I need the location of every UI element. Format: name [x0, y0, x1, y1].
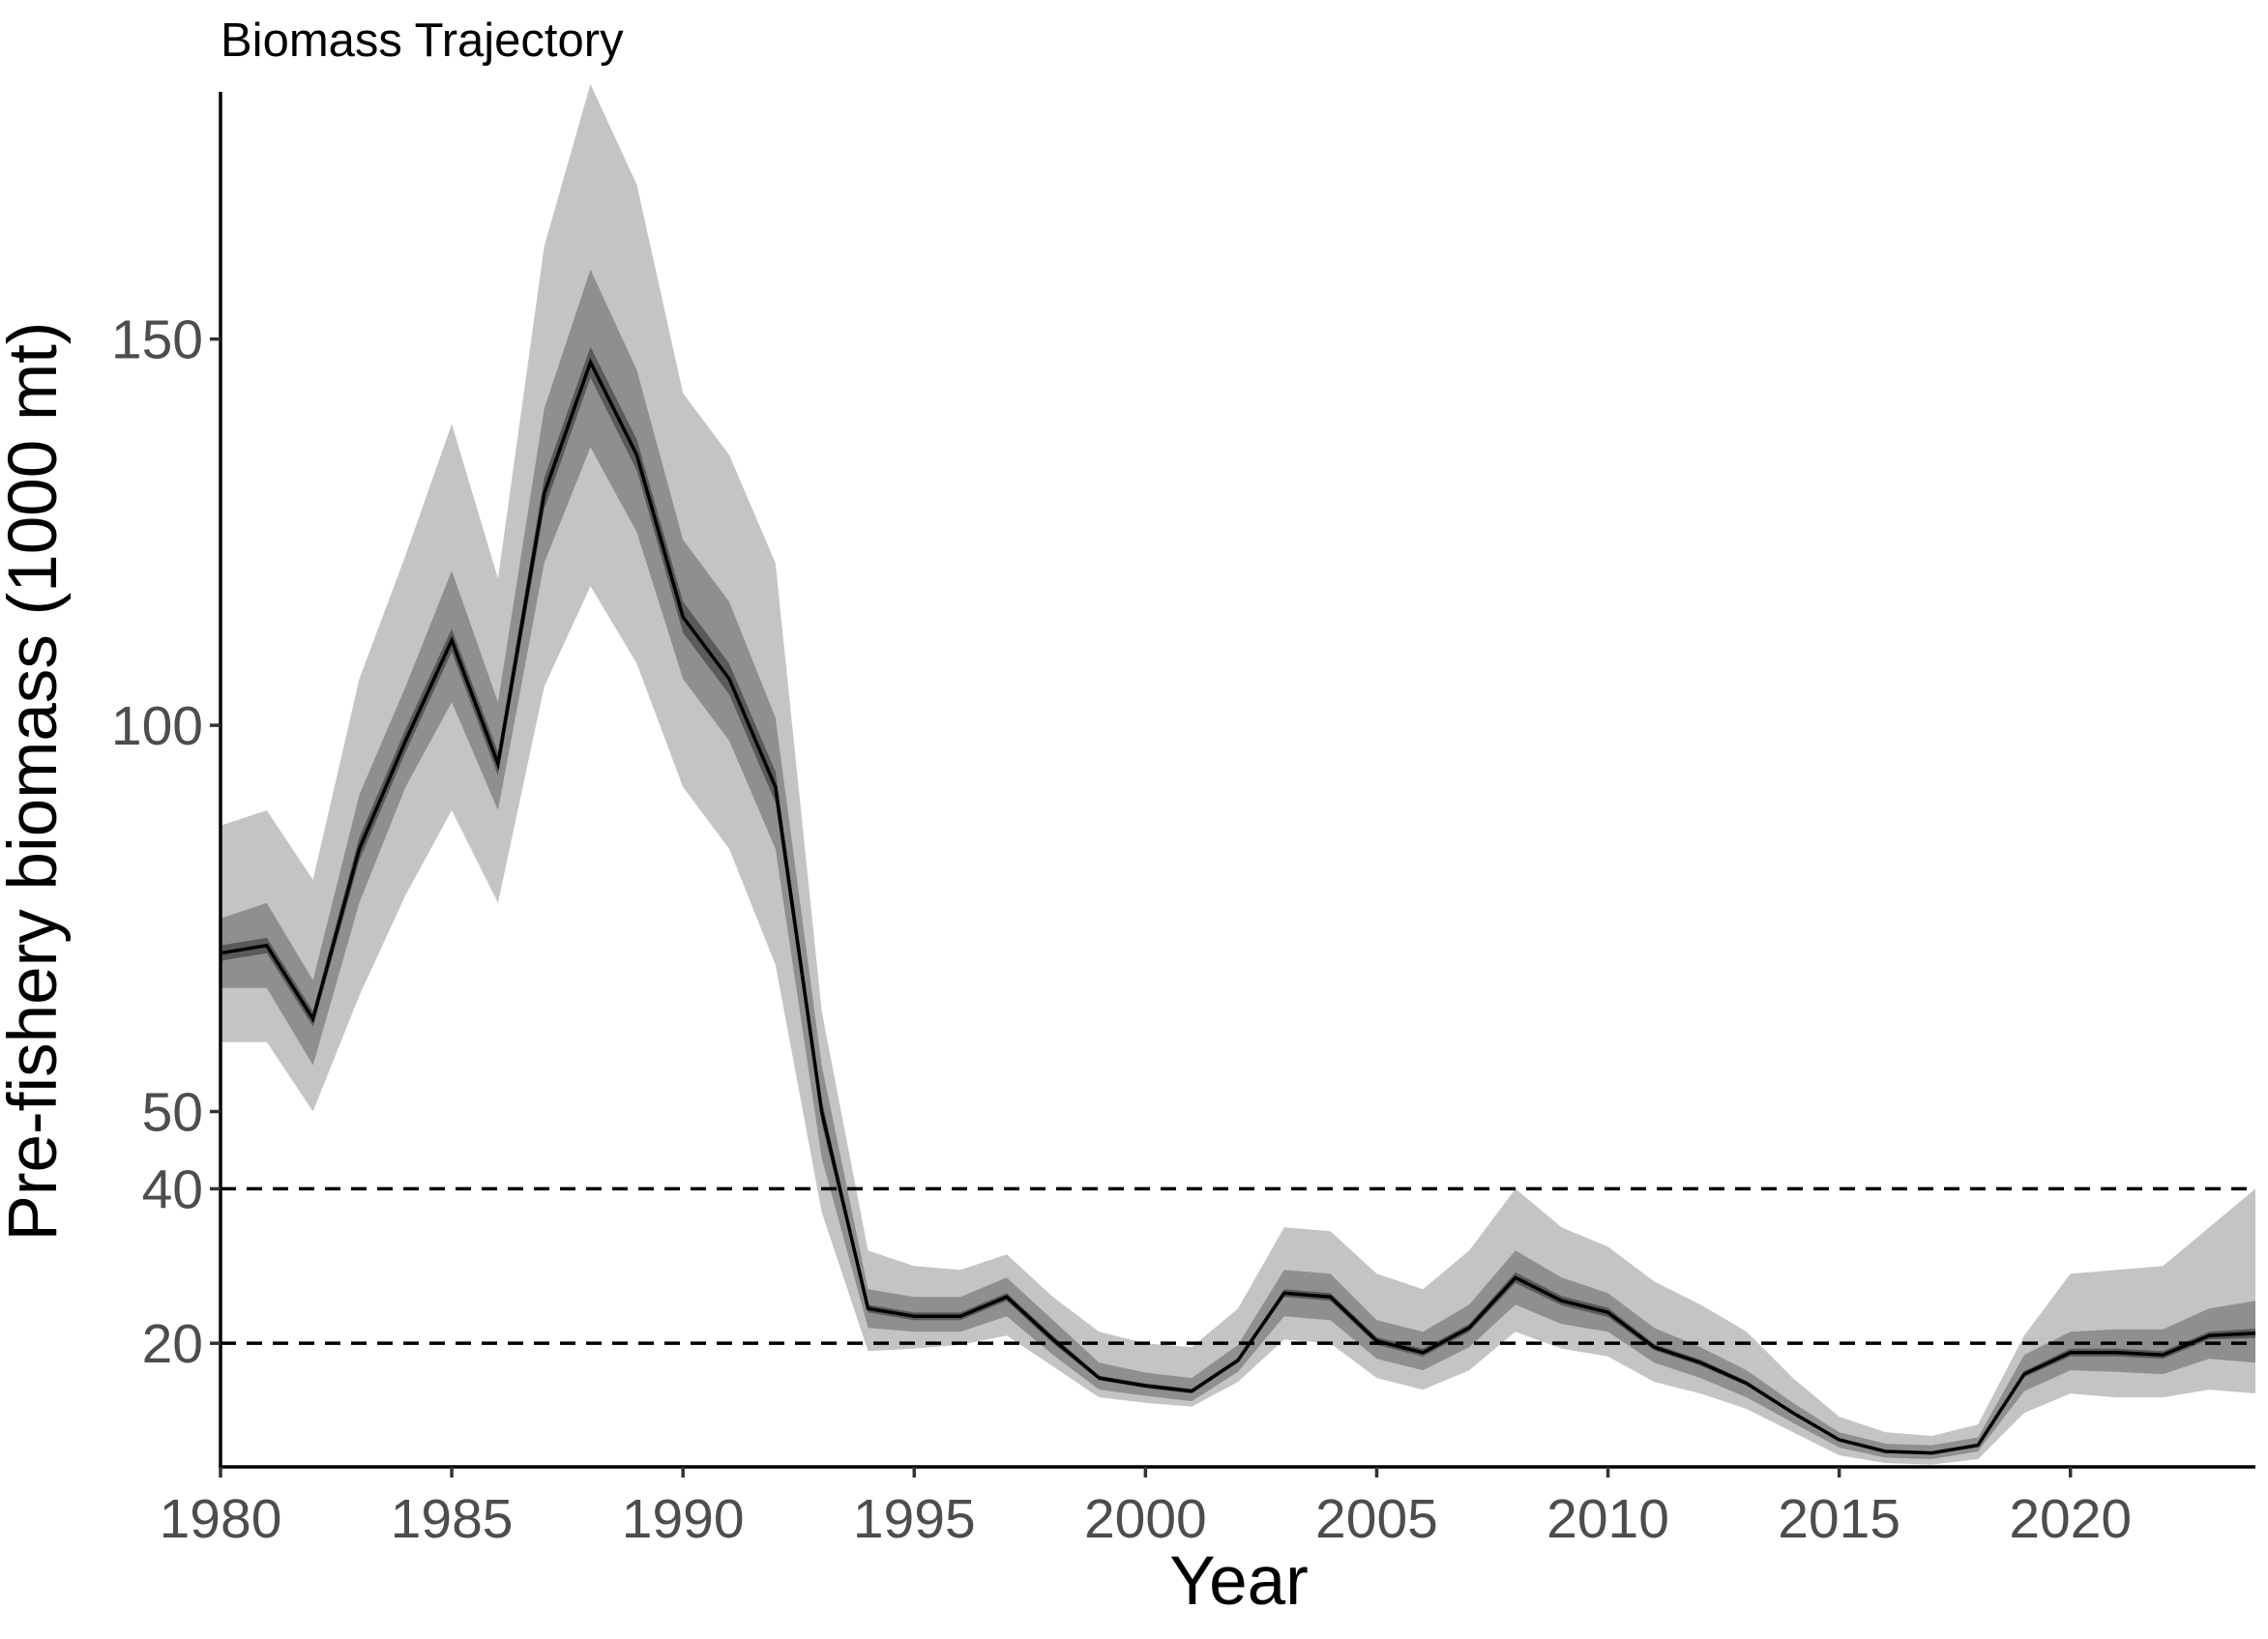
x-tick-label: 1980	[160, 1488, 282, 1550]
x-axis-ticks: 1980 1985 1990 1995 2000 2005 2010 2015 2020	[160, 1467, 2132, 1550]
y-tick-label: 40	[142, 1158, 203, 1220]
y-tick-label: 50	[142, 1082, 203, 1144]
plot-area	[220, 84, 2256, 1465]
x-tick-label: 1990	[622, 1488, 745, 1550]
x-tick-label: 1995	[853, 1488, 976, 1550]
chart-title: Biomass Trajectory	[221, 15, 624, 67]
y-axis-ticks: 20 40 50 100 150	[111, 309, 221, 1375]
y-tick-label: 100	[111, 695, 203, 757]
x-tick-label: 2005	[1315, 1488, 1438, 1550]
y-axis-title: Pre-fishery biomass (1000 mt)	[0, 322, 72, 1242]
x-tick-label: 1985	[391, 1488, 514, 1550]
x-axis-title: Year	[1169, 1543, 1308, 1620]
y-tick-label: 150	[111, 309, 203, 371]
y-tick-label: 20	[142, 1313, 203, 1375]
x-tick-label: 2010	[1546, 1488, 1669, 1550]
x-tick-label: 2020	[2009, 1488, 2132, 1550]
outer-uncertainty-band	[221, 84, 2255, 1465]
x-tick-label: 2000	[1084, 1488, 1207, 1550]
median-biomass-line	[220, 358, 2256, 1455]
x-tick-label: 2015	[1778, 1488, 1900, 1550]
